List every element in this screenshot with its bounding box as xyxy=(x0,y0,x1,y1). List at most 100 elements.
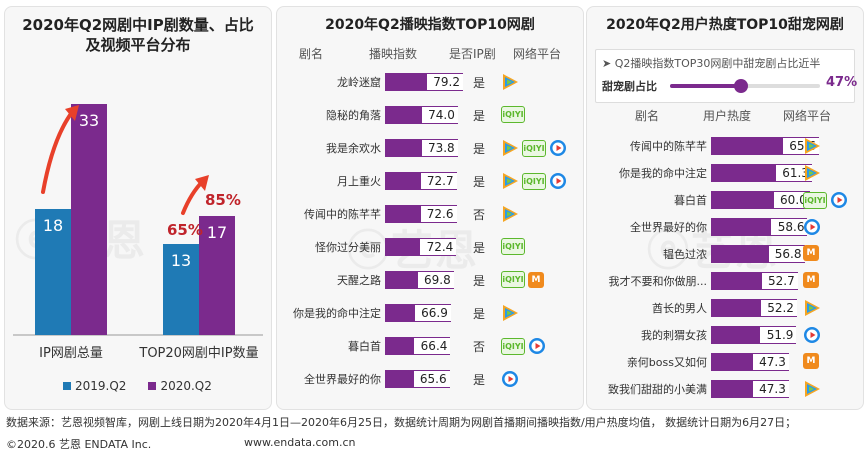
tencent-video-icon xyxy=(501,205,519,223)
copyright: ©2020.6 艺恩 ENDATA Inc. xyxy=(6,438,152,451)
iqiyi-icon: iQIYI xyxy=(522,139,546,157)
platform-icons: iQIYI xyxy=(501,238,525,255)
platform-icons: iQIYI xyxy=(501,106,525,123)
legend-label-2019: 2019.Q2 xyxy=(75,379,127,393)
header-platform: 网络平台 xyxy=(513,47,562,61)
is-ip-flag: 是 xyxy=(473,175,486,189)
drama-name: 全世界最好的你 xyxy=(304,373,381,386)
youku-icon xyxy=(803,326,821,344)
bar-2019.Q2-1 xyxy=(163,244,199,335)
drama-name: 传闻中的陈芊芊 xyxy=(304,208,381,221)
drama-name: 我的刺猬女孩 xyxy=(641,329,707,342)
platform-icons: M xyxy=(803,272,819,288)
drama-value: 58.6 xyxy=(771,219,808,235)
is-ip-flag: 是 xyxy=(473,142,486,156)
is-ip-flag: 是 xyxy=(473,373,486,387)
youku-icon xyxy=(549,172,567,190)
is-ip-flag: 是 xyxy=(473,274,486,288)
bar-2020.Q2-1 xyxy=(199,216,235,335)
drama-name: 我才不要和你做朋... xyxy=(608,275,708,288)
iqiyi-icon: iQIYI xyxy=(803,191,827,209)
bar-value-label: 18 xyxy=(43,216,63,235)
tencent-video-icon xyxy=(803,380,821,398)
is-ip-flag: 是 xyxy=(473,307,486,321)
platform-icons: M xyxy=(803,245,819,261)
drama-name: 暮白首 xyxy=(674,194,707,207)
platform-icons xyxy=(803,218,821,236)
drama-name: 我是余欢水 xyxy=(326,142,381,155)
platform-icons xyxy=(803,137,821,155)
mango-tv-icon: M xyxy=(803,245,819,261)
sweet-ratio-label: 甜宠剧占比 xyxy=(602,80,657,93)
panel3-title: 2020年Q2用户热度TOP10甜宠网剧 xyxy=(606,17,844,33)
growth-arrow xyxy=(181,179,205,215)
bar-2019.Q2-0 xyxy=(35,209,71,335)
platform-icons: iQIYI xyxy=(803,191,848,209)
drama-name: 你是我的命中注定 xyxy=(293,307,381,320)
growth-arrow-head xyxy=(195,175,209,191)
drama-value: 65.6 xyxy=(413,371,450,387)
annotation-65: 65% xyxy=(167,221,203,239)
ip-drama-panel: 2020年Q2网剧中IP剧数量、占比 及视频平台分布 ⓔ艺恩 1833IP网剧总… xyxy=(4,6,272,410)
youku-icon xyxy=(830,191,848,209)
header-heat: 用户热度 xyxy=(703,109,752,123)
platform-icons xyxy=(501,205,519,223)
drama-value: 47.3 xyxy=(752,381,789,397)
category-label: TOP20网剧中IP数量 xyxy=(138,346,258,361)
youku-icon xyxy=(803,218,821,236)
drama-value: 52.2 xyxy=(760,300,797,316)
tencent-video-icon xyxy=(803,299,821,317)
iqiyi-icon: iQIYI xyxy=(501,106,525,123)
drama-value: 66.4 xyxy=(414,338,451,354)
platform-icons: M xyxy=(803,353,819,369)
drama-name: 致我们甜甜的小美满 xyxy=(608,383,707,396)
iqiyi-icon: iQIYI xyxy=(501,238,525,255)
drama-name: 酋长的男人 xyxy=(652,302,707,315)
platform-icons xyxy=(803,326,821,344)
drama-name: 暮白首 xyxy=(348,340,381,353)
drama-value: 60.0 xyxy=(773,192,810,208)
iqiyi-icon: iQIYI xyxy=(522,172,546,190)
drama-value: 52.7 xyxy=(761,273,798,289)
platform-icons xyxy=(803,380,821,398)
sweet-ratio-knob xyxy=(733,79,748,93)
growth-arrow-head xyxy=(65,105,79,121)
annotation-85: 85% xyxy=(205,191,241,209)
drama-value: 74.0 xyxy=(421,107,458,123)
mango-tv-icon: M xyxy=(528,271,544,288)
panel1-title: 2020年Q2网剧中IP剧数量、占比 及视频平台分布 xyxy=(22,16,254,54)
tencent-video-icon xyxy=(501,172,519,190)
legend: 2019.Q2 2020.Q2 xyxy=(63,379,212,393)
data-source: 数据来源：艺恩视频智库，网剧上线日期为2020年4月1日—2020年6月25日，… xyxy=(6,416,797,429)
sweet-ratio-fill xyxy=(670,84,741,88)
platform-icons: iQIYI xyxy=(501,172,567,190)
tencent-video-icon xyxy=(501,304,519,322)
is-ip-flag: 是 xyxy=(473,76,486,90)
tencent-video-icon xyxy=(803,164,821,182)
drama-name: 韫色过浓 xyxy=(663,248,707,261)
header-name: 剧名 xyxy=(299,47,324,61)
drama-value: 56.8 xyxy=(768,246,805,262)
drama-name: 传闻中的陈芊芊 xyxy=(630,140,707,153)
drama-value: 66.9 xyxy=(414,305,451,321)
drama-value: 73.8 xyxy=(421,140,458,156)
tencent-video-icon xyxy=(501,139,519,157)
is-ip-flag: 否 xyxy=(473,208,486,222)
header-ip: 是否IP剧 xyxy=(449,47,496,61)
header-platform: 网络平台 xyxy=(783,109,832,123)
top10-index-panel: 2020年Q2播映指数TOP10网剧 ⓔ艺恩 剧名 播映指数 是否IP剧 网络平… xyxy=(276,6,584,410)
platform-icons: iQIYI xyxy=(501,337,546,355)
growth-arrow xyxy=(41,109,75,194)
drama-value: 72.4 xyxy=(420,239,457,255)
bar-2020.Q2-0 xyxy=(71,104,107,335)
drama-value: 79.2 xyxy=(427,74,463,90)
bar-value-label: 17 xyxy=(207,223,227,242)
drama-value: 61.3 xyxy=(775,165,812,181)
tencent-video-icon xyxy=(501,73,519,91)
sweet-ratio-value: 47% xyxy=(826,75,858,90)
platform-icons xyxy=(501,73,519,91)
website-link: www.endata.com.cn xyxy=(244,436,356,449)
sweet-ratio-box: ➤ Q2播映指数TOP30网剧中甜宠剧占比近半 甜宠剧占比 47% xyxy=(595,49,858,103)
youku-icon xyxy=(549,139,567,157)
mango-tv-icon: M xyxy=(803,272,819,288)
